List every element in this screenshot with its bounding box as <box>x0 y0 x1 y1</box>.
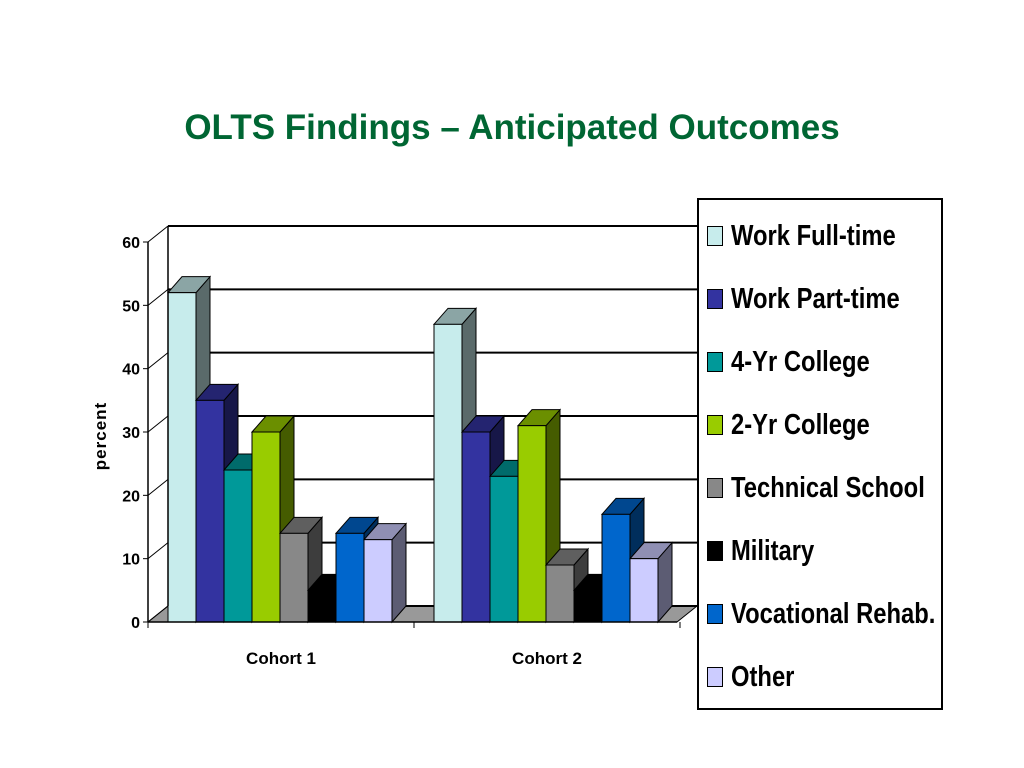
legend-label: Military <box>731 534 815 567</box>
gridline-side <box>147 352 169 370</box>
bar-front <box>629 558 659 623</box>
bar-front <box>433 323 463 623</box>
legend-swatch <box>707 667 723 687</box>
legend-label: Vocational Rehab. <box>731 597 936 630</box>
legend-label: Other <box>731 660 795 693</box>
bar-front <box>461 431 491 623</box>
legend-label: 2-Yr College <box>731 408 870 441</box>
bar-front <box>195 399 225 623</box>
bar-front <box>601 513 631 623</box>
legend-swatch <box>707 541 723 561</box>
legend-swatch <box>707 226 723 246</box>
legend-item: 2-Yr College <box>707 405 900 445</box>
bar-front <box>167 292 197 623</box>
legend-item: Military <box>707 531 833 571</box>
bar-front <box>545 564 575 623</box>
legend-swatch <box>707 289 723 309</box>
legend-item: 4-Yr College <box>707 342 900 382</box>
legend-swatch <box>707 352 723 372</box>
legend-swatch <box>707 478 723 498</box>
legend-item: Work Part-time <box>707 279 937 319</box>
bar-front <box>335 532 365 623</box>
bar-front <box>251 431 281 623</box>
y-tick-labels: 0 10 20 30 40 50 60 <box>122 235 140 632</box>
legend-label: 4-Yr College <box>731 345 870 378</box>
gridline-side <box>147 415 169 433</box>
y-tick-label: 60 <box>122 235 140 252</box>
legend-label: Technical School <box>731 471 925 504</box>
bar <box>250 414 296 624</box>
y-tick-label: 40 <box>122 362 140 379</box>
legend-item: Work Full-time <box>707 216 932 256</box>
bar-front <box>307 589 337 623</box>
y-tick-label: 10 <box>122 552 140 569</box>
bar-front <box>489 475 519 623</box>
legend-label: Work Full-time <box>731 219 896 252</box>
gridline-side <box>147 478 169 496</box>
x-category-labels: Cohort 1 Cohort 2 <box>246 649 582 668</box>
bar <box>362 522 408 624</box>
y-tick-label: 20 <box>122 488 140 505</box>
gridline-side <box>147 605 169 623</box>
legend-item: Other <box>707 657 808 697</box>
y-tick-label: 30 <box>122 425 140 442</box>
legend-swatch <box>707 415 723 435</box>
x-category-label: Cohort 2 <box>512 649 582 668</box>
y-axis-label: percent <box>91 402 110 470</box>
legend-item: Technical School <box>707 468 967 508</box>
bar-front <box>573 589 603 623</box>
bar-front <box>223 469 253 623</box>
legend: Work Full-time Work Part-time 4-Yr College… <box>697 198 943 710</box>
bars <box>166 275 674 624</box>
chart-title: OLTS Findings – Anticipated Outcomes <box>184 108 840 147</box>
bar-front <box>363 539 393 623</box>
bar <box>544 547 590 624</box>
gridline-side <box>147 225 169 243</box>
bar <box>628 541 674 624</box>
bar-side <box>391 522 407 624</box>
legend-label: Work Part-time <box>731 282 900 315</box>
axes <box>143 226 681 628</box>
x-category-label: Cohort 1 <box>246 649 316 668</box>
bar-front <box>279 532 309 623</box>
legend-item: Vocational Rehab. <box>707 594 980 634</box>
y-tick-label: 0 <box>131 615 140 632</box>
bar-front <box>517 425 547 623</box>
gridline-side <box>147 288 169 306</box>
legend-swatch <box>707 604 723 624</box>
gridline-side <box>147 542 169 560</box>
y-tick-label: 50 <box>122 298 140 315</box>
